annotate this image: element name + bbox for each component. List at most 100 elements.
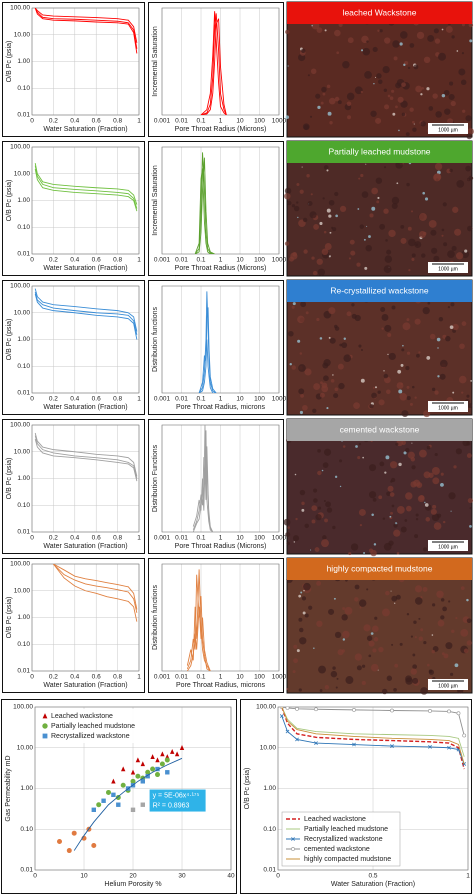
y-tick-label: 10.00 bbox=[17, 744, 34, 751]
legend-box bbox=[281, 811, 401, 867]
x-tick-label: 1 bbox=[466, 873, 470, 880]
micrograph-label: Re-crystallized wackstone bbox=[330, 285, 429, 295]
grain bbox=[292, 302, 296, 306]
x-axis-label: Water Saturation (Fraction) bbox=[43, 126, 127, 133]
marker bbox=[159, 761, 165, 767]
grain bbox=[356, 262, 361, 267]
x-axis-label: Water Saturation (Fraction) bbox=[43, 543, 127, 550]
grain bbox=[383, 373, 389, 379]
grain bbox=[433, 522, 442, 530]
grain bbox=[372, 386, 375, 389]
grain bbox=[387, 485, 394, 492]
y-tick-label: 10.00 bbox=[14, 170, 31, 177]
grain bbox=[396, 551, 400, 555]
panel-frame bbox=[148, 280, 284, 415]
grain bbox=[378, 646, 384, 653]
grain bbox=[390, 590, 392, 592]
grain bbox=[468, 175, 474, 181]
grain bbox=[347, 115, 352, 120]
grain bbox=[384, 324, 392, 332]
marker bbox=[145, 774, 150, 779]
grain bbox=[451, 35, 455, 39]
grain bbox=[455, 617, 458, 620]
grain bbox=[298, 364, 306, 372]
grain bbox=[406, 505, 412, 512]
grain bbox=[402, 344, 404, 347]
grain bbox=[406, 612, 410, 616]
grain bbox=[335, 686, 338, 689]
grain bbox=[399, 392, 408, 401]
grain bbox=[360, 349, 364, 352]
series-line bbox=[34, 163, 138, 205]
grain bbox=[370, 663, 379, 672]
grain bbox=[396, 182, 399, 185]
y-tick-label: 100.00 bbox=[10, 5, 30, 12]
grain bbox=[334, 29, 341, 37]
grain bbox=[332, 227, 337, 232]
grain bbox=[466, 598, 469, 602]
y-tick-label: 0.01 bbox=[20, 867, 33, 874]
grain bbox=[416, 353, 420, 358]
grain bbox=[322, 92, 326, 96]
x-tick-label: 0.4 bbox=[70, 396, 79, 403]
grain bbox=[413, 64, 419, 70]
grain bbox=[310, 68, 317, 75]
scale-label: 1000 µm bbox=[438, 544, 458, 550]
grain bbox=[318, 665, 326, 674]
grain bbox=[334, 387, 339, 392]
grain bbox=[369, 404, 374, 409]
grain bbox=[394, 602, 396, 604]
grain bbox=[385, 590, 390, 596]
x-tick-label: 0.1 bbox=[196, 257, 205, 264]
grain bbox=[387, 353, 389, 356]
grain bbox=[332, 525, 336, 530]
grain bbox=[440, 615, 445, 620]
grain bbox=[359, 523, 363, 527]
x-axis-label: Pore Throat Radius (Microns) bbox=[175, 126, 267, 133]
y-tick-label: 0.10 bbox=[17, 641, 30, 648]
scale-label: 1000 µm bbox=[438, 683, 458, 689]
grain bbox=[429, 676, 432, 679]
grain bbox=[368, 464, 377, 472]
x-tick-label: 0.2 bbox=[49, 674, 58, 681]
x-tick-label: 10 bbox=[236, 396, 244, 403]
plot-layer bbox=[194, 152, 215, 254]
grain bbox=[323, 165, 329, 170]
grain bbox=[342, 445, 346, 448]
grain bbox=[339, 205, 347, 213]
grain bbox=[431, 247, 438, 254]
grain bbox=[375, 76, 377, 78]
grain bbox=[339, 459, 343, 463]
plot-area bbox=[31, 285, 140, 394]
x-tick-label: 0.001 bbox=[154, 257, 171, 264]
marker bbox=[390, 708, 394, 713]
grain bbox=[298, 388, 305, 395]
grain bbox=[376, 200, 380, 204]
x-tick-label: 1000 bbox=[272, 535, 287, 542]
grain bbox=[366, 635, 373, 641]
grain bbox=[342, 630, 350, 639]
grain bbox=[379, 223, 386, 230]
grain bbox=[285, 532, 291, 537]
grain bbox=[427, 663, 430, 667]
grain bbox=[406, 351, 411, 355]
grain bbox=[324, 518, 328, 523]
marker bbox=[170, 748, 175, 754]
grain bbox=[466, 618, 472, 624]
plot-area bbox=[31, 424, 140, 533]
y-tick-label: 0.01 bbox=[263, 867, 276, 874]
grain bbox=[428, 669, 433, 673]
grain bbox=[377, 390, 381, 394]
series-line bbox=[34, 165, 138, 209]
y-tick-label: 1.00 bbox=[20, 785, 33, 792]
x-tick-label: 1 bbox=[137, 396, 141, 403]
grain bbox=[435, 111, 442, 118]
micrograph-label: cemented wackstone bbox=[340, 424, 420, 434]
grain bbox=[391, 643, 394, 646]
grain bbox=[451, 629, 455, 634]
grain bbox=[322, 535, 327, 540]
x-tick-label: 0.01 bbox=[175, 535, 188, 542]
grain bbox=[311, 505, 318, 512]
annotation: R² = 0.8963 bbox=[153, 802, 190, 809]
grain bbox=[461, 52, 465, 55]
